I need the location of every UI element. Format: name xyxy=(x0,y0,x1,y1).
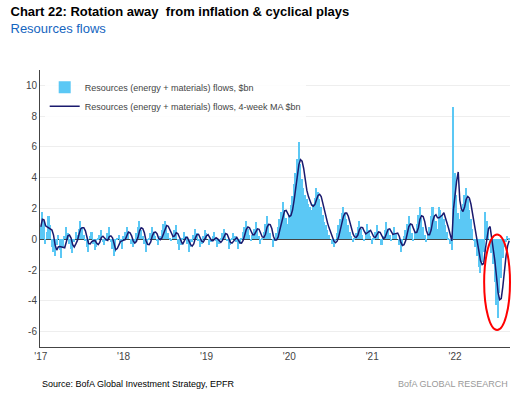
svg-text:0: 0 xyxy=(31,234,37,245)
svg-text:Chart 22: Rotation away from: Chart 22: Rotation away from inflation &… xyxy=(11,4,350,36)
svg-text:'20: '20 xyxy=(283,351,296,362)
svg-text:-6: -6 xyxy=(28,326,37,337)
svg-text:'18: '18 xyxy=(117,351,130,362)
svg-text:'22: '22 xyxy=(449,351,462,362)
svg-text:10: 10 xyxy=(26,80,38,91)
svg-text:'19: '19 xyxy=(200,351,213,362)
svg-text:8: 8 xyxy=(31,111,37,122)
svg-text:2: 2 xyxy=(31,203,37,214)
svg-text:Resources (energy + materials): Resources (energy + materials) flows, 4-… xyxy=(85,102,301,112)
svg-text:Source: BofA Global Investment: Source: BofA Global Investment Strategy,… xyxy=(42,379,234,389)
svg-text:-4: -4 xyxy=(28,295,37,306)
svg-text:'21: '21 xyxy=(366,351,379,362)
svg-text:'17: '17 xyxy=(34,351,47,362)
svg-text:4: 4 xyxy=(31,172,37,183)
svg-text:BofA GLOBAL RESEARCH: BofA GLOBAL RESEARCH xyxy=(398,379,508,389)
svg-text:6: 6 xyxy=(31,141,37,152)
svg-text:Resources (energy + materials): Resources (energy + materials) flows, $b… xyxy=(85,83,254,93)
svg-text:-2: -2 xyxy=(28,265,37,276)
